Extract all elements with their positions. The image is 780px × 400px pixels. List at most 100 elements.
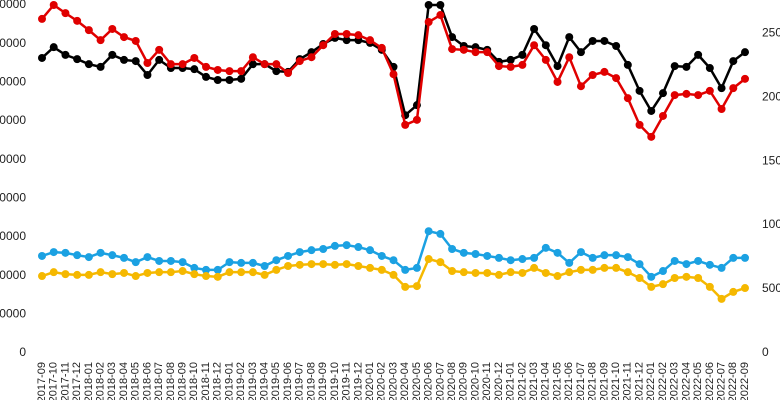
point (49, 268, 58, 277)
y-tick-label: 80000 (0, 36, 26, 50)
point (131, 57, 140, 66)
point (401, 120, 410, 129)
point (541, 41, 550, 50)
point (694, 50, 703, 59)
point (448, 267, 457, 276)
x-tick-label: 2022-01 (645, 362, 657, 400)
x-tick-label: 2019-02 (235, 362, 247, 400)
x-tick-label: 2020-09 (458, 362, 470, 400)
point (576, 82, 585, 91)
point (705, 282, 714, 291)
x-tick-label: 2022-02 (657, 362, 669, 400)
point (155, 55, 164, 64)
point (612, 263, 621, 272)
point (553, 77, 562, 86)
point (506, 256, 515, 265)
point (459, 268, 468, 277)
point (73, 251, 82, 260)
point (471, 48, 480, 57)
point (38, 272, 46, 281)
point (670, 62, 679, 71)
x-tick-label: 2018-03 (106, 362, 118, 400)
point (178, 60, 187, 69)
x-tick-label: 2017-11 (59, 362, 71, 400)
point (284, 69, 293, 78)
point (143, 253, 152, 262)
y2-tick-label: 2500 (762, 25, 780, 39)
x-tick-label: 2021-10 (610, 362, 622, 400)
point (366, 246, 375, 255)
point (530, 41, 539, 50)
x-tick-label: 2020-04 (399, 362, 411, 400)
point (131, 272, 140, 281)
point (424, 227, 433, 236)
point (612, 251, 621, 260)
point (237, 268, 246, 277)
point (518, 50, 527, 59)
point (237, 74, 246, 83)
point (471, 250, 480, 259)
x-tick-label: 2020-06 (423, 362, 435, 400)
x-tick-label: 2018-05 (130, 362, 142, 400)
point (213, 272, 222, 281)
point (84, 270, 93, 279)
point (588, 265, 597, 274)
y-tick-label: 20000 (0, 268, 26, 282)
point (366, 36, 375, 45)
point (682, 260, 691, 269)
point (705, 64, 714, 73)
point (565, 258, 574, 267)
point (143, 70, 152, 79)
point (213, 76, 222, 85)
point (342, 260, 351, 269)
point (459, 248, 468, 257)
point (213, 265, 222, 274)
point (389, 70, 398, 79)
point (354, 262, 363, 270)
point (741, 253, 749, 262)
point (705, 260, 714, 269)
point (272, 256, 281, 265)
point (84, 26, 93, 35)
x-tick-label: 2021-04 (540, 362, 552, 400)
x-tick-label: 2020-07 (434, 362, 446, 400)
point (729, 253, 738, 262)
x-tick-label: 2020-03 (387, 362, 399, 400)
x-tick-label: 2018-09 (177, 362, 189, 400)
point (84, 253, 93, 262)
x-tick-label: 2022-06 (704, 362, 716, 400)
point (377, 265, 386, 274)
point (330, 260, 339, 269)
point (576, 48, 585, 57)
point (623, 60, 632, 69)
point (366, 263, 375, 272)
point (225, 76, 234, 85)
x-tick-label: 2018-12 (212, 362, 224, 400)
point (541, 268, 550, 277)
point (225, 258, 234, 267)
point (600, 67, 609, 76)
point (202, 62, 211, 71)
point (330, 30, 339, 38)
point (729, 84, 738, 93)
point (635, 260, 644, 269)
point (741, 284, 749, 293)
x-tick-label: 2021-02 (516, 362, 528, 400)
point (38, 251, 46, 260)
point (213, 65, 222, 74)
point (553, 62, 562, 71)
point (190, 65, 199, 74)
point (248, 268, 257, 277)
x-tick-label: 2021-01 (505, 362, 517, 400)
point (131, 36, 140, 45)
point (49, 43, 58, 52)
point (741, 74, 749, 83)
point (131, 258, 140, 267)
point (518, 60, 527, 69)
point (248, 258, 257, 267)
x-tick-label: 2021-08 (587, 362, 599, 400)
point (506, 55, 515, 64)
point (225, 67, 234, 76)
x-tick-label: 2022-08 (727, 362, 739, 400)
x-tick-label: 2018-08 (165, 362, 177, 400)
